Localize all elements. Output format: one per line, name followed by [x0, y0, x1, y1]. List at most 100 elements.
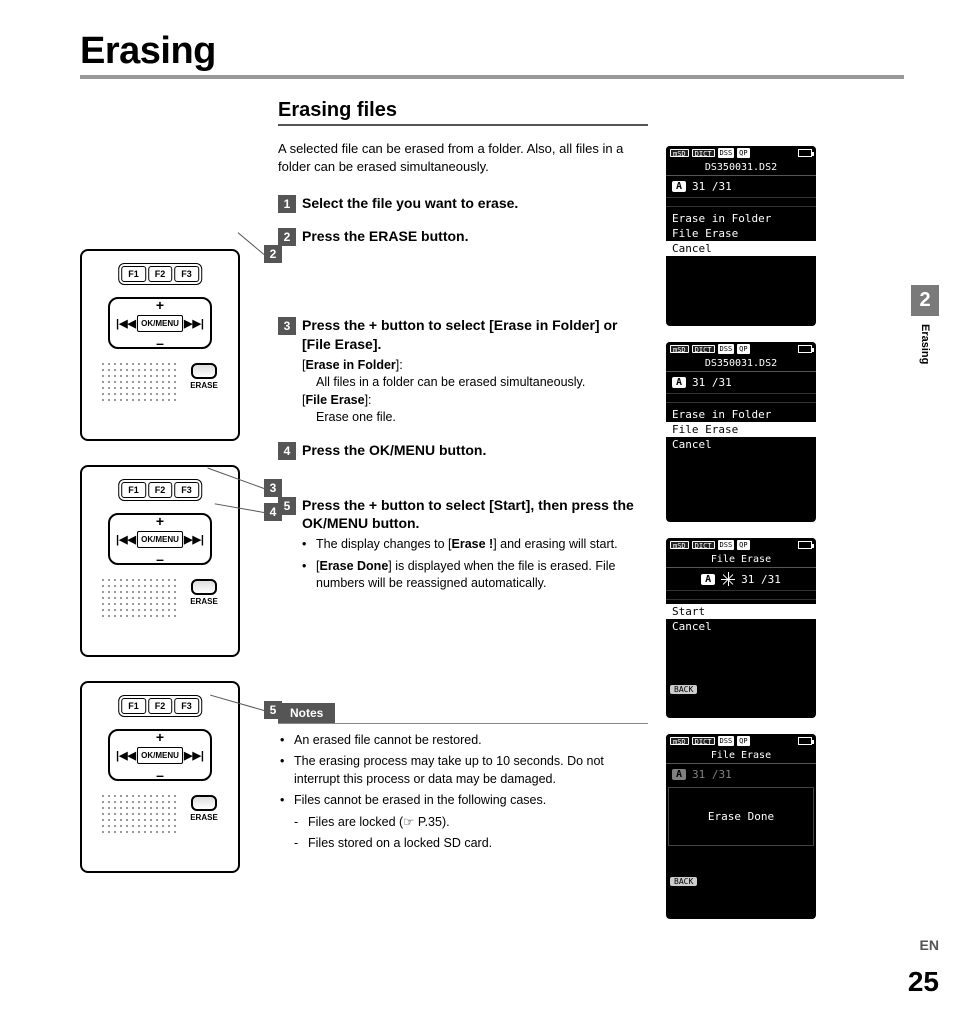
side-tab: 2 Erasing: [911, 285, 939, 364]
step-2: 2 Press the ERASE button.: [278, 227, 648, 246]
note-item: An erased file cannot be restored.: [278, 732, 648, 750]
callout-3: 3: [264, 479, 282, 497]
notes-rule: [278, 723, 648, 724]
chapter-label: Erasing: [919, 324, 931, 364]
step-title: Press the + button to select [Start], th…: [302, 496, 648, 532]
device-body: F1 F2 F3 + |◀◀ OK/MENU ▶▶| – ERASE: [80, 681, 240, 873]
lcd-screen-2: mSD DICT DSS QP DS350031.DS2 A 31 /31 Er…: [666, 342, 816, 522]
minus-icon: –: [156, 551, 164, 567]
bullet: The display changes to [Erase !] and era…: [302, 536, 648, 554]
lcd-title: File Erase: [666, 552, 816, 568]
dss-icon: DSS: [718, 148, 735, 158]
lcd-bottom: BACK: [666, 870, 816, 888]
plus-icon: +: [156, 729, 164, 745]
erase-done-message: Erase Done: [669, 788, 813, 845]
step-title: Select the file you want to erase.: [302, 194, 518, 212]
dss-icon: DSS: [718, 540, 735, 550]
erase-label: ERASE: [186, 813, 222, 822]
step-4: 4 Press the OK/MENU button.: [278, 441, 648, 460]
right-column: mSD DICT DSS QP DS350031.DS2 A 31 /31 Er…: [666, 99, 826, 935]
notes-section: Notes An erased file cannot be restored.…: [278, 703, 648, 853]
menu-item: Erase in Folder: [666, 407, 816, 422]
f1-key: F1: [121, 266, 146, 282]
lcd-meta: A 31 /31: [666, 764, 816, 785]
lcd-screen-1: mSD DICT DSS QP DS350031.DS2 A 31 /31 Er…: [666, 146, 816, 326]
f1-key: F1: [121, 482, 146, 498]
qp-icon: QP: [737, 344, 749, 354]
dss-icon: DSS: [718, 344, 735, 354]
notes-label: Notes: [278, 703, 335, 723]
dict-icon: DICT: [692, 737, 715, 745]
callout-2: 2: [264, 245, 282, 263]
content-row: F1 F2 F3 + |◀◀ OK/MENU ▶▶| – ERASE: [80, 99, 904, 935]
device-figure-1: F1 F2 F3 + |◀◀ OK/MENU ▶▶| – ERASE: [80, 249, 260, 441]
lcd-filename: DS350031.DS2: [666, 160, 816, 176]
bullet: [Erase Done] is displayed when the file …: [302, 558, 648, 593]
spark-icon: [721, 572, 735, 586]
dpad: + |◀◀ OK/MENU ▶▶| –: [108, 729, 212, 781]
battery-icon: [798, 541, 812, 549]
battery-icon: [798, 345, 812, 353]
sd-icon: mSD: [670, 541, 689, 549]
step-body: [Erase in Folder]: All files in a folder…: [302, 357, 648, 427]
step-3: 3 Press the + button to select [Erase in…: [278, 316, 648, 426]
dpad: + |◀◀ OK/MENU ▶▶| –: [108, 513, 212, 565]
middle-column: Erasing files A selected file can be era…: [278, 99, 648, 935]
speaker-grille: [100, 361, 178, 401]
step-body: The display changes to [Erase !] and era…: [302, 536, 648, 593]
intro-text: A selected file can be erased from a fol…: [278, 140, 648, 176]
sd-icon: mSD: [670, 737, 689, 745]
erase-label: ERASE: [186, 597, 222, 606]
step-1: 1 Select the file you want to erase.: [278, 194, 648, 213]
lcd-meta: A 31 /31: [666, 372, 816, 393]
plus-icon: +: [156, 297, 164, 313]
lcd-divider: [666, 590, 816, 600]
page-number: 25: [908, 966, 939, 998]
note-subitem: Files stored on a locked SD card.: [278, 835, 648, 853]
erase-button-icon: [191, 579, 217, 595]
erase-button-icon: [191, 795, 217, 811]
step-badge: 2: [278, 228, 296, 246]
step-badge: 4: [278, 442, 296, 460]
f3-key: F3: [174, 698, 199, 714]
device-body: F1 F2 F3 + |◀◀ OK/MENU ▶▶| – ERASE: [80, 249, 240, 441]
qp-icon: QP: [737, 148, 749, 158]
lcd-divider: [666, 393, 816, 403]
plus-icon: +: [156, 513, 164, 529]
f1-key: F1: [121, 698, 146, 714]
folder-icon: A: [672, 769, 686, 780]
lcd-divider: [666, 197, 816, 207]
f2-key: F2: [148, 482, 173, 498]
dict-icon: DICT: [692, 345, 715, 353]
folder-icon: A: [672, 181, 686, 192]
minus-icon: –: [156, 335, 164, 351]
manual-page: Erasing F1 F2 F3 + |◀◀ OK/MENU ▶▶|: [0, 0, 954, 1023]
lcd-bottom: BACK: [666, 678, 816, 696]
chapter-number: 2: [911, 285, 939, 316]
lcd-status-bar: mSD DICT DSS QP: [666, 146, 816, 160]
file-count: 31 /31: [741, 573, 781, 586]
step-badge: 1: [278, 195, 296, 213]
dict-icon: DICT: [692, 149, 715, 157]
device-figure-3: F1 F2 F3 + |◀◀ OK/MENU ▶▶| – ERASE: [80, 681, 260, 873]
lcd-screen-4: mSD DICT DSS QP File Erase A 31 /31 Eras…: [666, 734, 816, 919]
menu-item-selected: Cancel: [666, 241, 816, 256]
function-keys: F1 F2 F3: [118, 695, 202, 717]
f3-key: F3: [174, 266, 199, 282]
note-item: The erasing process may take up to 10 se…: [278, 753, 648, 788]
f2-key: F2: [148, 698, 173, 714]
lcd-menu: Erase in Folder File Erase Cancel: [666, 407, 816, 452]
lcd-menu: Erase in Folder File Erase Cancel: [666, 211, 816, 256]
rewind-icon: |◀◀: [116, 317, 136, 330]
dss-icon: DSS: [718, 736, 735, 746]
forward-icon: ▶▶|: [184, 533, 204, 546]
menu-item: Cancel: [666, 619, 816, 634]
step-title: Press the ERASE button.: [302, 227, 468, 245]
function-keys: F1 F2 F3: [118, 263, 202, 285]
menu-item-selected: File Erase: [666, 422, 816, 437]
file-count: 31 /31: [692, 376, 732, 389]
step-title: Press the + button to select [Erase in F…: [302, 316, 648, 352]
menu-item: Cancel: [666, 437, 816, 452]
file-count: 31 /31: [692, 180, 732, 193]
lcd-menu: Start Cancel: [666, 604, 816, 634]
